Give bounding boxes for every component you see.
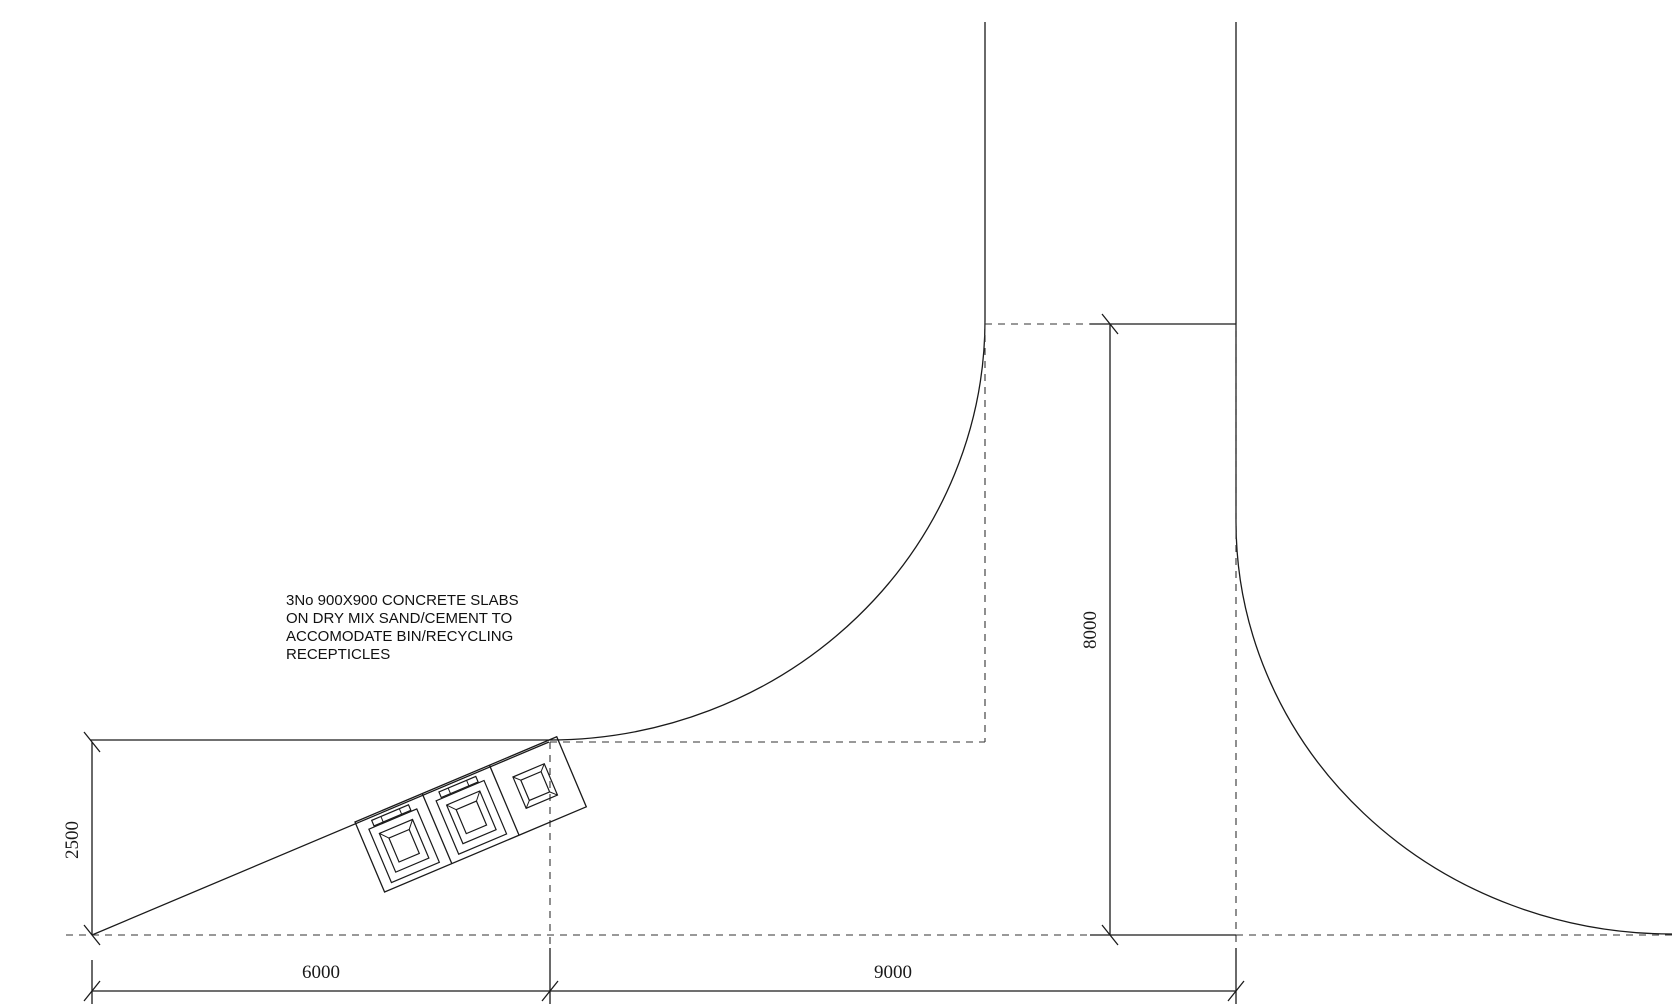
concrete-slab-group xyxy=(354,735,588,893)
dimension-chain-bottom: 6000 9000 xyxy=(83,948,1245,1004)
dimension-8000: 8000 xyxy=(1080,313,1236,946)
bin-icon xyxy=(368,804,441,884)
annotation-line: 3No 900X900 CONCRETE SLABS xyxy=(286,592,519,609)
bin-icon xyxy=(435,775,508,855)
dimension-label-9000: 9000 xyxy=(874,962,912,983)
annotation-line: ACCOMODATE BIN/RECYCLING xyxy=(286,628,514,645)
splay-line xyxy=(91,741,550,936)
road-edge-right-curve xyxy=(1235,22,1672,935)
road-edge-left-curve xyxy=(90,22,986,741)
dimension-label-8000: 8000 xyxy=(1080,611,1101,649)
dimension-label-2500: 2500 xyxy=(62,821,83,859)
dimension-2500: 2500 xyxy=(62,731,101,946)
recycling-receptacle-icon xyxy=(512,762,559,810)
annotation-line: RECEPTICLES xyxy=(286,646,391,663)
slab-annotation: 3No 900X900 CONCRETE SLABS ON DRY MIX SA… xyxy=(286,592,519,664)
annotation-line: ON DRY MIX SAND/CEMENT TO xyxy=(286,610,513,627)
dimension-label-6000: 6000 xyxy=(302,962,340,983)
